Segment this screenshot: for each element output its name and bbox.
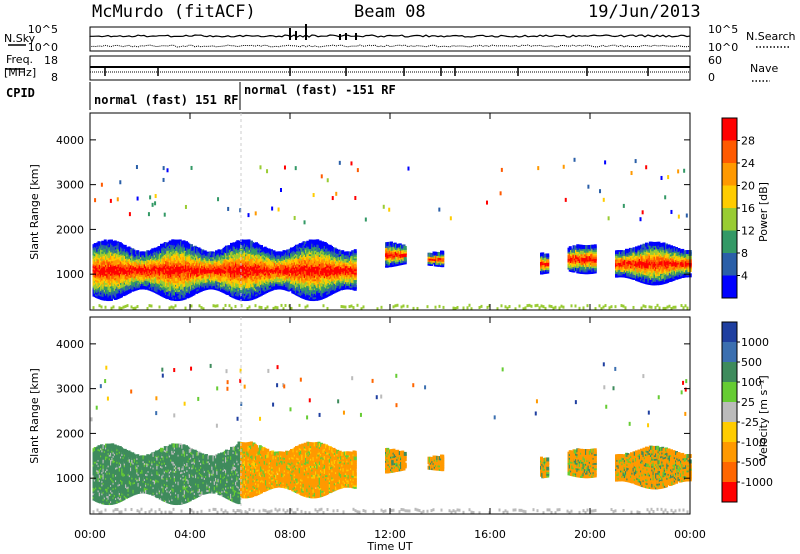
noise-left-tick-top: 10^5 <box>28 23 58 36</box>
scatter-cell <box>123 244 127 249</box>
freq-label: Freq. <box>6 53 33 66</box>
scatter-cell <box>353 263 357 268</box>
radar-title: McMurdo (fitACF) <box>92 2 256 22</box>
noise-traces <box>89 24 691 48</box>
nave-label: Nave <box>750 62 778 75</box>
freq-traces <box>90 66 690 76</box>
date-title: 19/Jun/2013 <box>588 2 701 22</box>
noise-right-tick-bottom: 10^0 <box>708 41 738 54</box>
cpid-segment-2: normal (fast) -151 RF <box>244 83 396 97</box>
power-scatter <box>92 157 692 311</box>
nsearch-trace <box>89 44 691 48</box>
nave-tick-bottom: 0 <box>708 71 715 84</box>
scatter-cell <box>158 246 162 251</box>
nsearch-label: N.Search <box>746 30 796 43</box>
freq-unit: [MHz] <box>4 66 36 79</box>
cpid-label: CPID <box>6 86 35 100</box>
nave-tick-top: 60 <box>708 54 722 67</box>
nsky-label: N.Sky <box>4 32 36 45</box>
beam-title: Beam 08 <box>354 2 426 22</box>
scatter-cell <box>132 249 136 254</box>
scatter-cell <box>353 283 357 288</box>
scatter-cell <box>190 244 193 249</box>
noise-panel <box>89 26 691 52</box>
nsky-trace <box>89 34 691 38</box>
freq-tick-bottom: 8 <box>51 71 58 84</box>
cpid-segment-1: normal (fast) 151 RF <box>94 93 239 107</box>
scatter-cell <box>182 240 186 245</box>
freq-tick-top: 18 <box>44 54 58 67</box>
noise-right-tick-top: 10^5 <box>708 23 738 36</box>
noise-left-tick-bottom: 10^0 <box>28 41 58 54</box>
